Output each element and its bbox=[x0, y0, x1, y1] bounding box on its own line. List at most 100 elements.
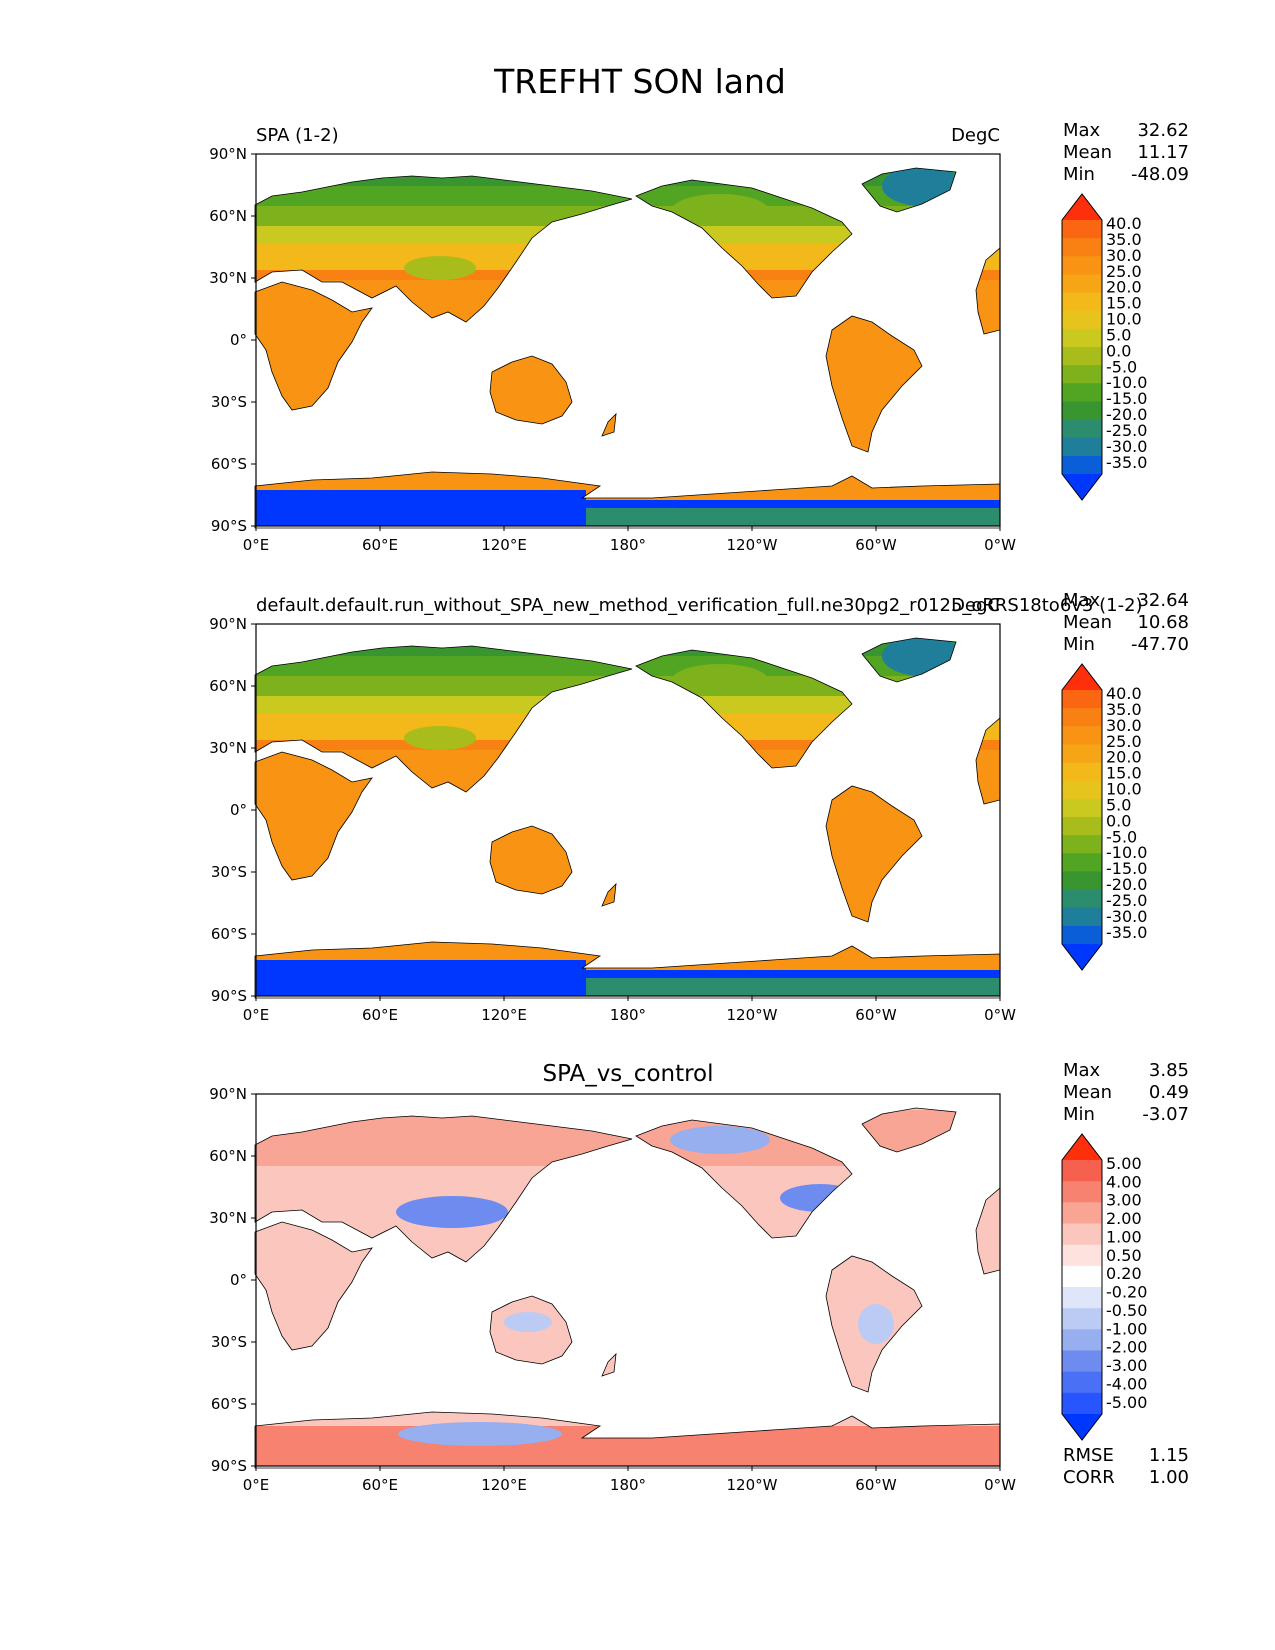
colorbar-band bbox=[1062, 889, 1102, 909]
lon-tick-label: 60°E bbox=[362, 1006, 398, 1024]
colorbar-label: -5.0 bbox=[1106, 357, 1137, 376]
colorbar-label: 0.20 bbox=[1106, 1264, 1142, 1283]
colorbar-difference: 5.004.003.002.001.000.500.20-0.20-0.50-1… bbox=[1061, 1133, 1147, 1441]
colorbar-label: 25.0 bbox=[1106, 262, 1142, 281]
colorbar-label: -20.0 bbox=[1106, 875, 1147, 894]
colorbar-label: 1.00 bbox=[1106, 1227, 1142, 1246]
stat-max-label: Max bbox=[1063, 1060, 1101, 1081]
lat-tick-label: 0° bbox=[230, 801, 247, 819]
colorbar-label: 20.0 bbox=[1106, 278, 1142, 297]
north-america-cool-region bbox=[672, 194, 768, 226]
lon-tick-label: 120°W bbox=[727, 1006, 778, 1024]
colorbar-band bbox=[1062, 1181, 1102, 1203]
negative-anomaly-south-america bbox=[858, 1304, 894, 1344]
colorbar-band bbox=[1062, 455, 1102, 475]
stat-min-value: -3.07 bbox=[1142, 1104, 1189, 1125]
lon-tick-label: 0°W bbox=[984, 536, 1016, 554]
stat-mean-value: 0.49 bbox=[1149, 1082, 1189, 1103]
west-antarctica-region bbox=[580, 978, 1000, 996]
colorbar-band bbox=[1062, 871, 1102, 891]
colorbar-band bbox=[1062, 274, 1102, 294]
colorbar-band bbox=[1062, 238, 1102, 257]
colorbar-band bbox=[1062, 907, 1102, 927]
lat-tick-label: 30°N bbox=[209, 269, 247, 287]
colorbar-band bbox=[1062, 762, 1102, 782]
colorbar-label: 5.0 bbox=[1106, 325, 1131, 344]
colorbar-band bbox=[1062, 1371, 1102, 1394]
stat-mean-label: Mean bbox=[1063, 142, 1112, 163]
lon-tick-label: 120°W bbox=[727, 1476, 778, 1494]
colorbar-label: -4.00 bbox=[1106, 1374, 1147, 1393]
colorbar-label: -10.0 bbox=[1106, 843, 1147, 862]
colorbar-label: 40.0 bbox=[1106, 684, 1142, 703]
colorbar-label: 40.0 bbox=[1106, 214, 1142, 233]
stat-mean-label: Mean bbox=[1063, 612, 1112, 633]
panel-reference-units: DegC bbox=[951, 595, 1000, 616]
colorbar-label: -5.0 bbox=[1106, 827, 1137, 846]
lon-tick-label: 0°E bbox=[243, 1006, 270, 1024]
negative-anomaly-alaska bbox=[670, 1126, 770, 1154]
colorbar-band bbox=[1062, 1202, 1102, 1224]
colorbar-extend-max bbox=[1062, 194, 1102, 220]
colorbar-label: -2.00 bbox=[1106, 1338, 1147, 1357]
colorbar-band bbox=[1062, 310, 1102, 330]
stat-max-label: Max bbox=[1063, 120, 1101, 141]
lon-tick-label: 120°E bbox=[481, 1476, 527, 1494]
lat-tick-label: 60°S bbox=[211, 455, 247, 473]
colorbar-band bbox=[1062, 1350, 1102, 1373]
colorbar-label: -3.00 bbox=[1106, 1356, 1147, 1375]
colorbar-label: 30.0 bbox=[1106, 716, 1142, 735]
lon-tick-label: 60°W bbox=[855, 1476, 897, 1494]
colorbar-band bbox=[1062, 1329, 1102, 1351]
colorbar-label: -1.00 bbox=[1106, 1319, 1147, 1338]
colorbar-band bbox=[1062, 1265, 1102, 1288]
colorbar-band bbox=[1062, 256, 1102, 275]
lat-tick-label: 60°S bbox=[211, 1395, 247, 1413]
colorbar-label: -35.0 bbox=[1106, 453, 1147, 472]
colorbar-label: 25.0 bbox=[1106, 732, 1142, 751]
negative-anomaly-australia bbox=[504, 1312, 552, 1332]
lon-tick-label: 60°W bbox=[855, 536, 897, 554]
colorbar-label: -10.0 bbox=[1106, 373, 1147, 392]
lon-tick-label: 0°E bbox=[243, 536, 270, 554]
map-panel-3: 90°N 60°N 30°N 0° 30°S 60°S 90°S0°E 60°E 120°E 18… bbox=[209, 1085, 1016, 1494]
stat-max-value: 32.62 bbox=[1137, 120, 1189, 141]
colorbar-label: 35.0 bbox=[1106, 700, 1142, 719]
lon-tick-label: 180° bbox=[610, 1006, 646, 1024]
colorbar-label: -35.0 bbox=[1106, 923, 1147, 942]
lon-tick-label: 60°W bbox=[855, 1006, 897, 1024]
colorbar-label: -20.0 bbox=[1106, 405, 1147, 424]
panel-test-units: DegC bbox=[951, 125, 1000, 146]
lon-tick-label: 0°E bbox=[243, 1476, 270, 1494]
colorbar-extend-min bbox=[1062, 474, 1102, 500]
stat-max-label: Max bbox=[1063, 590, 1101, 611]
colorbar-extend-max bbox=[1062, 664, 1102, 690]
colorbar-test: 40.035.030.025.020.015.010.05.00.0-5.0-1… bbox=[1061, 193, 1147, 501]
colorbar-band bbox=[1062, 401, 1102, 421]
panel-difference-title: SPA_vs_control bbox=[542, 1061, 713, 1087]
negative-anomaly-asia bbox=[396, 1196, 508, 1228]
colorbar-label: 30.0 bbox=[1106, 246, 1142, 265]
panel-difference-stats: Max 3.85 Mean 0.49 Min -3.07 RMSE 1.15 C… bbox=[1063, 1060, 1189, 1488]
colorbar-band bbox=[1062, 708, 1102, 727]
lat-tick-label: 60°N bbox=[209, 1147, 247, 1165]
stat-rmse-label: RMSE bbox=[1063, 1445, 1114, 1466]
stat-min-label: Min bbox=[1063, 1104, 1095, 1125]
lon-tick-label: 0°W bbox=[984, 1006, 1016, 1024]
stat-min-label: Min bbox=[1063, 634, 1095, 655]
lat-tick-label: 60°N bbox=[209, 677, 247, 695]
colorbar-band bbox=[1062, 744, 1102, 764]
colorbar-label: -25.0 bbox=[1106, 421, 1147, 440]
colorbar-band bbox=[1062, 780, 1102, 800]
lon-tick-label: 120°W bbox=[727, 536, 778, 554]
stat-mean-value: 11.17 bbox=[1137, 142, 1189, 163]
lat-tick-label: 60°S bbox=[211, 925, 247, 943]
stat-rmse-value: 1.15 bbox=[1149, 1445, 1189, 1466]
lon-tick-label: 120°E bbox=[481, 1006, 527, 1024]
lat-tick-label: 90°N bbox=[209, 145, 247, 163]
lat-tick-label: 90°S bbox=[211, 517, 247, 535]
colorbar-label: 4.00 bbox=[1106, 1172, 1142, 1191]
lon-tick-label: 180° bbox=[610, 1476, 646, 1494]
colorbar-label: 2.00 bbox=[1106, 1209, 1142, 1228]
colorbar-label: 5.00 bbox=[1106, 1154, 1142, 1173]
